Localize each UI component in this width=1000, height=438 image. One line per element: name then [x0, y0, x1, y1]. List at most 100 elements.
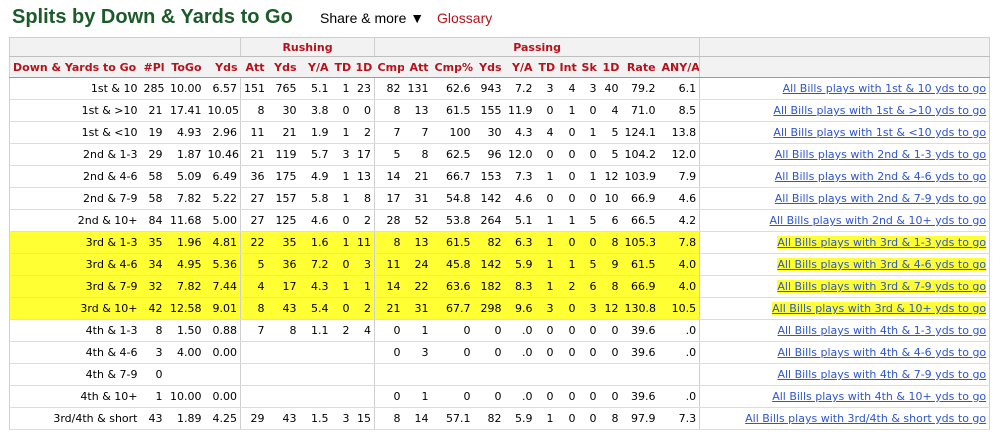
stat-cell: 3: [578, 297, 600, 320]
stat-cell: 96: [473, 143, 505, 166]
stat-cell: 27: [240, 209, 268, 232]
stat-cell: 8: [267, 319, 300, 342]
all-plays-link[interactable]: All Bills plays with 2nd & 10+ yds to go: [769, 214, 987, 227]
all-plays-link[interactable]: All Bills plays with 4th & 10+ yds to go: [772, 390, 987, 403]
stat-cell: 0: [352, 99, 375, 122]
stat-cell: 5: [578, 209, 600, 232]
stat-cell: [578, 363, 600, 386]
column-header[interactable]: Yds: [473, 56, 505, 78]
stat-cell: 4.25: [204, 407, 241, 430]
column-header[interactable]: Att: [403, 56, 432, 78]
stat-cell: 1: [535, 407, 557, 430]
stat-cell: 43: [140, 407, 166, 430]
column-header[interactable]: Cmp: [374, 56, 404, 78]
stat-cell: 124.1: [621, 121, 659, 144]
stat-cell: 0: [331, 99, 353, 122]
stat-cell: 7.3: [504, 165, 536, 188]
stat-cell: 7.9: [658, 165, 700, 188]
share-more-button[interactable]: Share & more ▼: [320, 10, 425, 26]
all-plays-link[interactable]: All Bills plays with 3rd & 7-9 yds to go: [777, 280, 987, 293]
column-header[interactable]: #Pl: [140, 56, 166, 78]
column-header[interactable]: TD: [331, 56, 353, 78]
all-plays-link[interactable]: All Bills plays with 2nd & 4-6 yds to go: [774, 170, 987, 183]
column-header[interactable]: Rate: [621, 56, 659, 78]
stat-cell: 0: [431, 385, 474, 408]
stat-cell: 11.68: [165, 209, 205, 232]
stat-cell: 0: [556, 121, 579, 144]
stat-cell: 157: [267, 187, 300, 210]
table-row: 2nd & 10+ 84 11.68 5.00 27 125 4.6 0 2 28 52 53.8 26…: [9, 209, 991, 232]
all-plays-link[interactable]: All Bills plays with 4th & 4-6 yds to go: [777, 346, 987, 359]
stat-cell: 105.3: [621, 231, 659, 254]
all-plays-link[interactable]: All Bills plays with 4th & 7-9 yds to go: [777, 368, 987, 381]
stat-cell: 84: [140, 209, 166, 232]
stat-cell: 62.6: [431, 77, 474, 100]
all-plays-link[interactable]: All Bills plays with 4th & 1-3 yds to go: [777, 324, 987, 337]
stat-cell: 7.82: [165, 187, 205, 210]
column-header[interactable]: Int: [556, 56, 579, 78]
stat-cell: 42: [140, 297, 166, 320]
all-plays-link[interactable]: All Bills plays with 3rd & 10+ yds to go: [772, 302, 987, 315]
stat-cell: 15: [352, 407, 375, 430]
stat-cell: 7: [403, 121, 432, 144]
stat-cell: 1: [331, 275, 353, 298]
stat-cell: 151: [240, 77, 268, 100]
all-plays-link[interactable]: All Bills plays with 2nd & 1-3 yds to go: [774, 148, 987, 161]
glossary-link[interactable]: Glossary: [437, 10, 493, 26]
stat-cell: 0: [535, 341, 557, 364]
row-link-cell: All Bills plays with 3rd & 4-6 yds to go: [699, 253, 991, 276]
stat-cell: 6.1: [658, 77, 700, 100]
table-row: 2nd & 7-9 58 7.82 5.22 27 157 5.8 1 8 17 31 54.8 142…: [9, 187, 991, 210]
all-plays-link[interactable]: All Bills plays with 1st & >10 yds to go: [773, 104, 987, 117]
column-header[interactable]: Yds: [204, 56, 241, 78]
stat-cell: 8: [374, 231, 404, 254]
column-header[interactable]: Att: [240, 56, 268, 78]
all-plays-link[interactable]: All Bills plays with 1st & 10 yds to go: [782, 82, 987, 95]
splits-table: Rushing Passing Down & Yards to Go #Pl ToG…: [9, 37, 991, 430]
table-row: 1st & 10 285 10.00 6.57 151 765 5.1 1 23 82 131 62.…: [9, 77, 991, 100]
stat-cell: 1: [352, 275, 375, 298]
row-label: 3rd & 7-9: [9, 275, 141, 298]
table-row: 4th & 7-9 0 All Bills plays with 4th & 7-9…: [9, 363, 991, 386]
stat-cell: 100: [431, 121, 474, 144]
stat-cell: 5.22: [204, 187, 241, 210]
page-header: Splits by Down & Yards to Go Share & mor…: [0, 0, 1000, 38]
column-header[interactable]: 1D: [352, 56, 375, 78]
stat-cell: [299, 341, 332, 364]
stat-cell: 7.8: [658, 231, 700, 254]
column-header[interactable]: Down & Yards to Go: [9, 56, 141, 78]
stat-cell: 0: [535, 143, 557, 166]
all-plays-link[interactable]: All Bills plays with 3rd & 1-3 yds to go: [777, 236, 987, 249]
column-header[interactable]: Y/A: [504, 56, 536, 78]
row-link-cell: All Bills plays with 3rd/4th & short yds…: [699, 407, 991, 430]
all-plays-link[interactable]: All Bills plays with 3rd/4th & short yds…: [745, 412, 987, 425]
all-plays-link[interactable]: All Bills plays with 2nd & 7-9 yds to go: [774, 192, 987, 205]
column-header[interactable]: Y/A: [299, 56, 332, 78]
all-plays-link[interactable]: All Bills plays with 1st & <10 yds to go: [773, 126, 987, 139]
stat-cell: 7.2: [504, 77, 536, 100]
table-row: 3rd & 7-9 32 7.82 7.44 4 17 4.3 1 1 14 22 63.6 182 8.…: [9, 275, 991, 298]
stat-cell: 58: [140, 165, 166, 188]
stat-cell: 0: [556, 231, 579, 254]
stat-cell: 14: [374, 165, 404, 188]
column-header[interactable]: ANY/A: [658, 56, 700, 78]
column-header[interactable]: Sk: [578, 56, 600, 78]
stat-cell: 5.9: [504, 407, 536, 430]
column-header[interactable]: TD: [535, 56, 557, 78]
all-plays-link[interactable]: All Bills plays with 3rd & 4-6 yds to go: [777, 258, 987, 271]
stat-cell: 9: [599, 253, 622, 276]
stat-cell: 14: [374, 275, 404, 298]
stat-cell: 130.8: [621, 297, 659, 320]
stat-cell: 0: [331, 253, 353, 276]
stat-cell: 155: [473, 99, 505, 122]
stat-cell: 5.09: [165, 165, 205, 188]
stat-cell: 12: [599, 165, 622, 188]
column-header[interactable]: Cmp%: [431, 56, 474, 78]
column-header[interactable]: 1D: [599, 56, 622, 78]
stat-cell: 8: [599, 407, 622, 430]
column-header[interactable]: ToGo: [165, 56, 205, 78]
column-header[interactable]: Yds: [267, 56, 300, 78]
stat-cell: 0: [331, 209, 353, 232]
stat-cell: 5.36: [204, 253, 241, 276]
table-row: 3rd/4th & short 43 1.89 4.25 29 43 1.5 3 15 8 14 57…: [9, 407, 991, 430]
